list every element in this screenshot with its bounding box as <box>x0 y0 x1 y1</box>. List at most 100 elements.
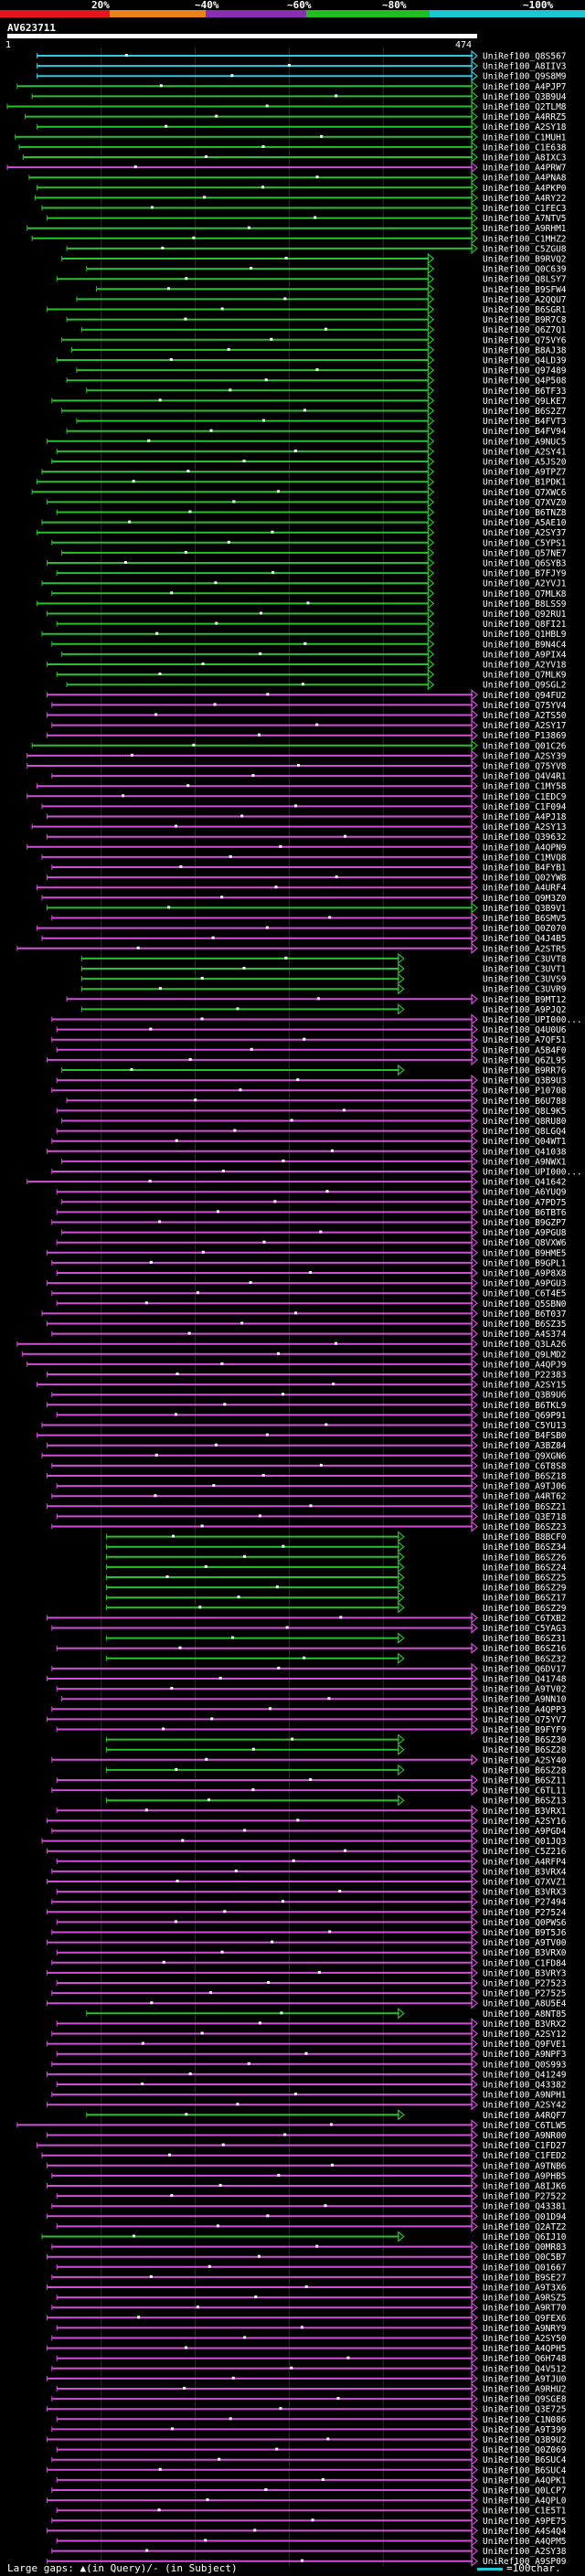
hit-arrow <box>398 1652 405 1665</box>
hit-label: UniRef100_A4RRZ5 <box>483 112 567 122</box>
hit-arrow <box>471 1318 478 1330</box>
hit-label: UniRef100_B6SMV5 <box>483 914 567 924</box>
hit-label: UniRef100_C1FED2 <box>483 2151 567 2161</box>
hit-label: UniRef100_A4URF4 <box>483 884 567 894</box>
hit-label: UniRef100_Q6SYB3 <box>483 559 567 569</box>
gap-marker <box>304 2051 308 2055</box>
hit-arrow <box>427 405 435 417</box>
hit-arrow <box>471 1500 478 1512</box>
hit-label: UniRef100_C6TLW5 <box>483 2121 567 2131</box>
hit-arrow <box>471 1956 478 1969</box>
hit-label: UniRef100_B6SZ23 <box>483 1522 567 1532</box>
hit-arrow <box>471 1358 478 1371</box>
gap-marker <box>283 297 287 301</box>
identity-legend: 20% ~40% ~60% ~80% ~100% <box>0 0 585 18</box>
hit-label: UniRef100_B3VRX1 <box>483 1807 567 1817</box>
hit-label: UniRef100_Q8S567 <box>483 52 567 62</box>
gap-marker <box>223 1910 227 1913</box>
hit-arrow <box>471 1966 478 1979</box>
gap-marker <box>279 2407 282 2411</box>
gap-marker <box>301 2559 304 2562</box>
hit-arrow <box>471 2078 478 2091</box>
hit-label: UniRef100_C6TL11 <box>483 1786 567 1797</box>
hit-label: UniRef100_B6SZ21 <box>483 1502 567 1512</box>
hit-label: UniRef100_A2YV18 <box>483 661 567 671</box>
gap-marker <box>184 317 187 321</box>
hit-arrow <box>471 2179 478 2192</box>
gap-marker <box>247 226 250 229</box>
gap-marker <box>234 1869 238 1872</box>
hit-arrow <box>471 1145 478 1158</box>
gap-marker <box>320 134 324 138</box>
hit-arrow <box>471 821 478 832</box>
gap-marker <box>280 2011 283 2015</box>
gap-marker <box>187 1331 191 1335</box>
gap-marker <box>181 1839 185 1842</box>
gap-marker <box>315 175 319 179</box>
gap-marker <box>297 764 301 767</box>
hit-label: UniRef100_A9TPZ7 <box>483 468 567 478</box>
hit-arrow <box>427 506 435 518</box>
hit-arrow <box>398 962 405 975</box>
gap-marker <box>282 1393 285 1396</box>
gap-marker <box>290 1118 293 1122</box>
gap-marker <box>346 2356 350 2359</box>
hit-label: UniRef100_Q4V4R1 <box>483 772 567 782</box>
hit-label: UniRef100_A2SY18 <box>483 122 567 133</box>
hit-arrow <box>471 131 478 143</box>
hit-label: UniRef100_B6SZ29 <box>483 1584 567 1594</box>
hit-arrow <box>471 1155 478 1168</box>
hit-label: UniRef100_B6TKL9 <box>483 1401 567 1411</box>
gap-marker <box>335 94 338 98</box>
hit-label: UniRef100_C6T8S8 <box>483 1461 567 1471</box>
hit-arrow <box>427 628 435 640</box>
legend-label-40: ~40% <box>195 0 219 11</box>
gap-marker <box>311 2518 314 2522</box>
scale-segment-red <box>0 10 110 17</box>
gap-marker <box>221 2143 225 2147</box>
hit-label: UniRef100_C6TXB2 <box>483 1614 567 1624</box>
hit-arrow <box>471 2149 478 2161</box>
hit-arrow <box>427 385 435 397</box>
hit-label: UniRef100_A9NPH1 <box>483 2091 567 2101</box>
hit-arrow <box>471 1622 478 1634</box>
gap-marker <box>261 419 265 422</box>
hit-label: UniRef100_B7FJY9 <box>483 569 567 579</box>
hit-label: UniRef100_B9MT12 <box>483 995 567 1005</box>
gap-marker <box>266 2214 270 2218</box>
legend-label-100: ~100% <box>523 0 554 11</box>
hit-arrow <box>471 1489 478 1502</box>
hit-arrow <box>471 1845 478 1857</box>
hit-arrow <box>471 1328 478 1340</box>
hit-label: UniRef100_Q75VY6 <box>483 335 567 345</box>
gap-marker <box>188 2072 192 2075</box>
hit-arrow <box>471 769 478 782</box>
hit-arrow <box>471 141 478 154</box>
hit-arrow <box>427 668 435 681</box>
gap-marker <box>148 1180 152 1183</box>
hit-arrow <box>398 1764 405 1776</box>
hit-arrow <box>471 1206 478 1218</box>
hit-label: UniRef100_A8U5E4 <box>483 1999 567 2009</box>
hit-label: UniRef100_A9T399 <box>483 2425 567 2435</box>
hit-arrow <box>471 1906 478 1918</box>
hit-label: UniRef100_B6SZ26 <box>483 1553 567 1563</box>
hit-label: UniRef100_B9RR76 <box>483 1066 567 1076</box>
hit-label: UniRef100_Q0PWS6 <box>483 1918 567 1928</box>
hit-arrow <box>471 1692 478 1705</box>
hit-arrow <box>471 111 478 122</box>
hit-arrow <box>471 2210 478 2222</box>
gap-marker <box>161 246 165 249</box>
hit-arrow <box>398 1591 405 1604</box>
hit-label: UniRef100_B9T5J6 <box>483 1928 567 1938</box>
hit-arrow <box>471 1926 478 1938</box>
gap-marker <box>259 611 262 615</box>
hit-label: UniRef100_Q3E718 <box>483 1512 567 1522</box>
hit-arrow <box>471 1298 478 1309</box>
hit-label: UniRef100_A2SY38 <box>483 2547 567 2557</box>
gap-marker <box>265 926 269 929</box>
gap-marker <box>316 997 320 1001</box>
hit-arrow <box>471 90 478 102</box>
hit-label: UniRef100_A2YVJ1 <box>483 579 567 589</box>
hit-label: UniRef100_A4RQF7 <box>483 2111 567 2121</box>
